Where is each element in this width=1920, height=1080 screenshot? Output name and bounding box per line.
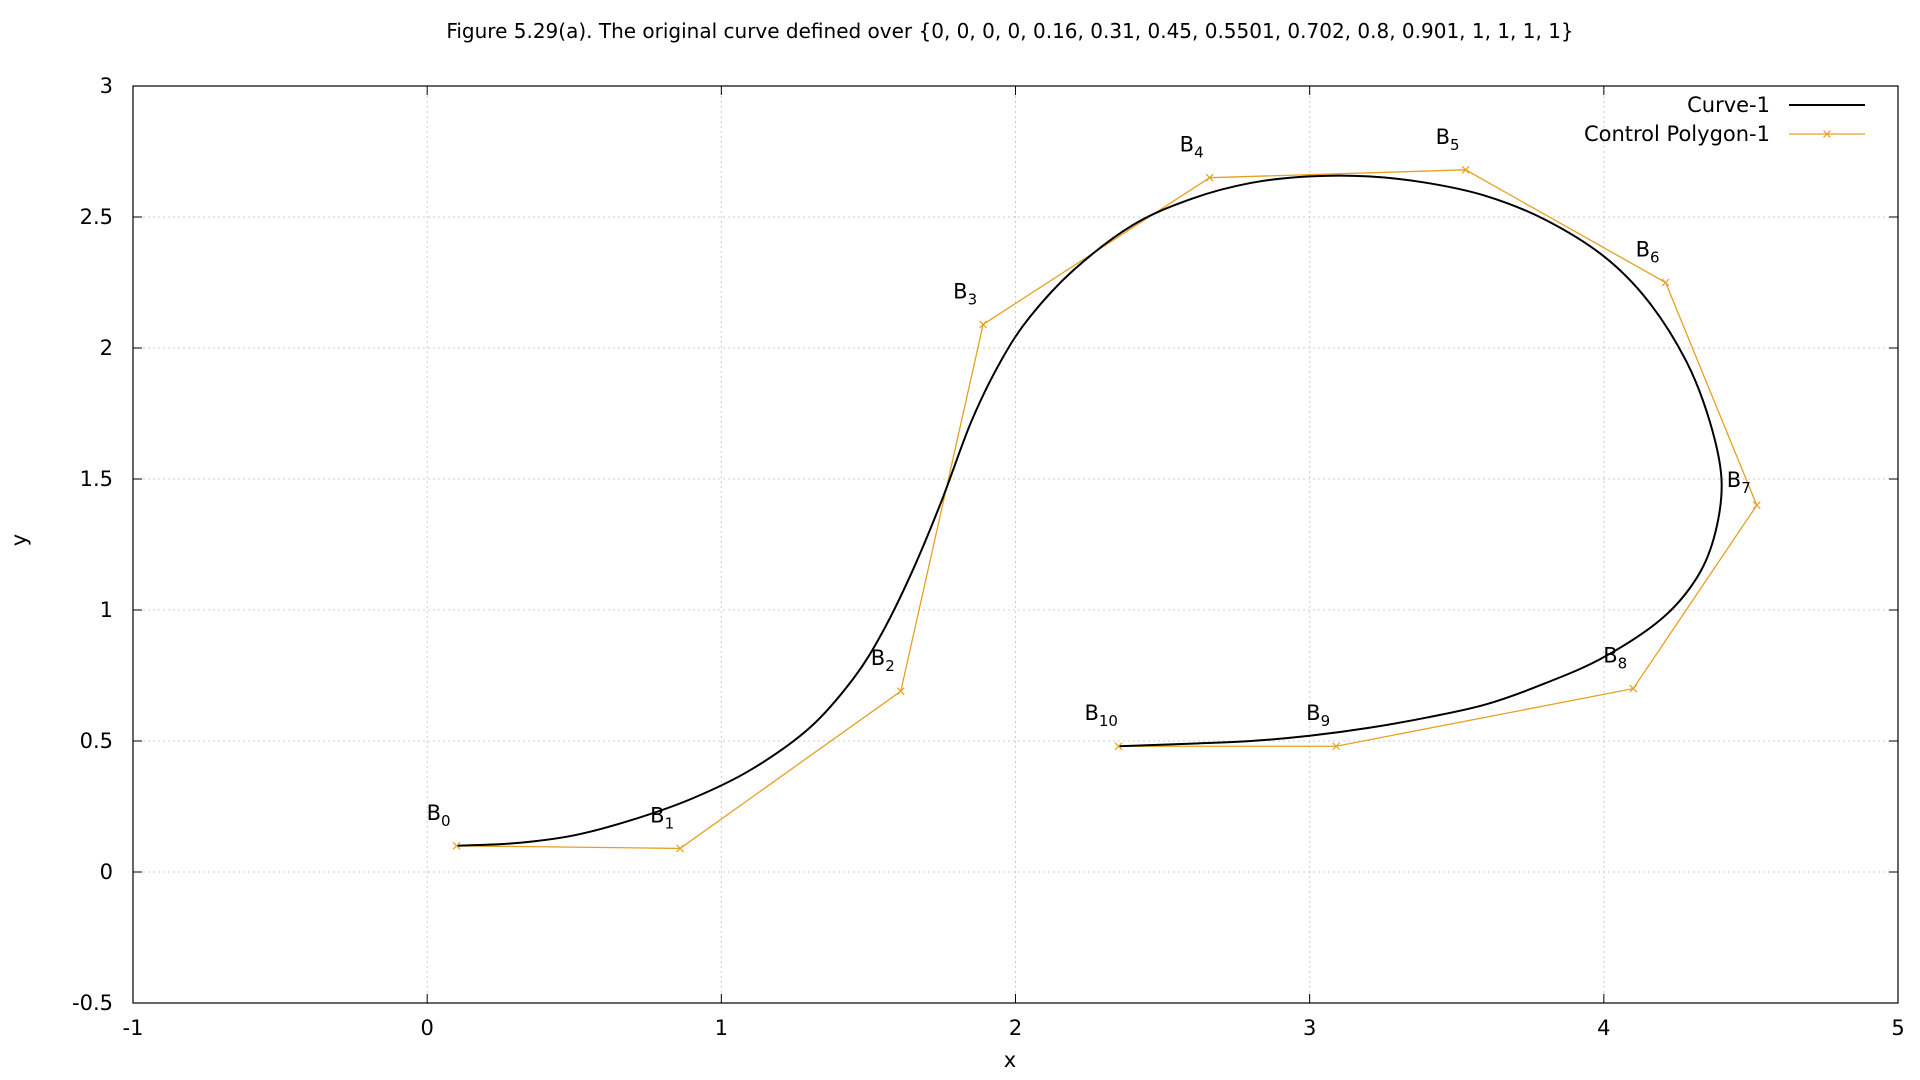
control-point-label: B7 (1727, 468, 1751, 497)
y-tick-label: 1.5 (80, 467, 113, 491)
curve-1-line (456, 174, 1723, 847)
x-tick-label: 5 (1891, 1016, 1904, 1040)
legend-label: Control Polygon-1 (1584, 122, 1770, 146)
control-point-label: B9 (1306, 701, 1330, 730)
y-axis-label: y (7, 534, 31, 546)
control-point-label: B6 (1636, 238, 1660, 267)
x-tick-label: 1 (715, 1016, 728, 1040)
control-point-marker (452, 841, 461, 850)
control-point-marker (1205, 173, 1214, 182)
y-tick-label: 3 (100, 74, 113, 98)
x-tick-label: 2 (1009, 1016, 1022, 1040)
control-point-marker (896, 687, 905, 696)
legend: Curve-1 Control Polygon-1 (1584, 93, 1865, 146)
axis-ticks: -1 0 1 2 3 4 5 -0.5 0 0.5 1 1.5 2 2.5 3 (72, 74, 1905, 1040)
legend-marker (1823, 130, 1831, 138)
y-tick-label: 1 (100, 598, 113, 622)
control-point-marker (1461, 165, 1470, 174)
control-polygon-line (456, 169, 1758, 850)
control-point-label: B1 (650, 803, 674, 832)
control-point-marker (1661, 278, 1670, 287)
series-layer (452, 165, 1761, 853)
control-point-marker (1114, 742, 1123, 751)
y-tick-label: 0 (100, 860, 113, 884)
control-point-label: B3 (953, 279, 977, 308)
control-point-marker (979, 320, 988, 329)
y-tick-label: 2 (100, 336, 113, 360)
x-tick-label: 0 (420, 1016, 433, 1040)
point-labels: B0 B1 B2 B3 B4 B5 B6 B7 B8 B9 B10 (427, 125, 1751, 833)
y-tick-label: -0.5 (72, 991, 113, 1015)
control-point-label: B8 (1603, 644, 1627, 673)
control-point-label: B5 (1436, 125, 1460, 154)
y-tick-label: 0.5 (80, 729, 113, 753)
control-point-label: B4 (1180, 133, 1204, 162)
y-tick-label: 2.5 (80, 205, 113, 229)
x-tick-label: 3 (1303, 1016, 1316, 1040)
chart-title: Figure 5.29(a). The original curve defin… (446, 19, 1573, 43)
control-point-marker (1332, 742, 1341, 751)
x-axis-label: x (1004, 1048, 1016, 1072)
grid (133, 86, 1898, 1003)
control-point-marker (1752, 501, 1761, 510)
legend-label: Curve-1 (1687, 93, 1770, 117)
x-tick-label: -1 (123, 1016, 144, 1040)
control-point-marker (676, 844, 685, 853)
control-point-label: B0 (427, 801, 451, 830)
plot-frame (132, 85, 1899, 1004)
x-tick-label: 4 (1597, 1016, 1610, 1040)
control-point-label: B10 (1084, 701, 1118, 730)
control-point-label: B2 (871, 646, 895, 675)
control-point-marker (1629, 684, 1638, 693)
